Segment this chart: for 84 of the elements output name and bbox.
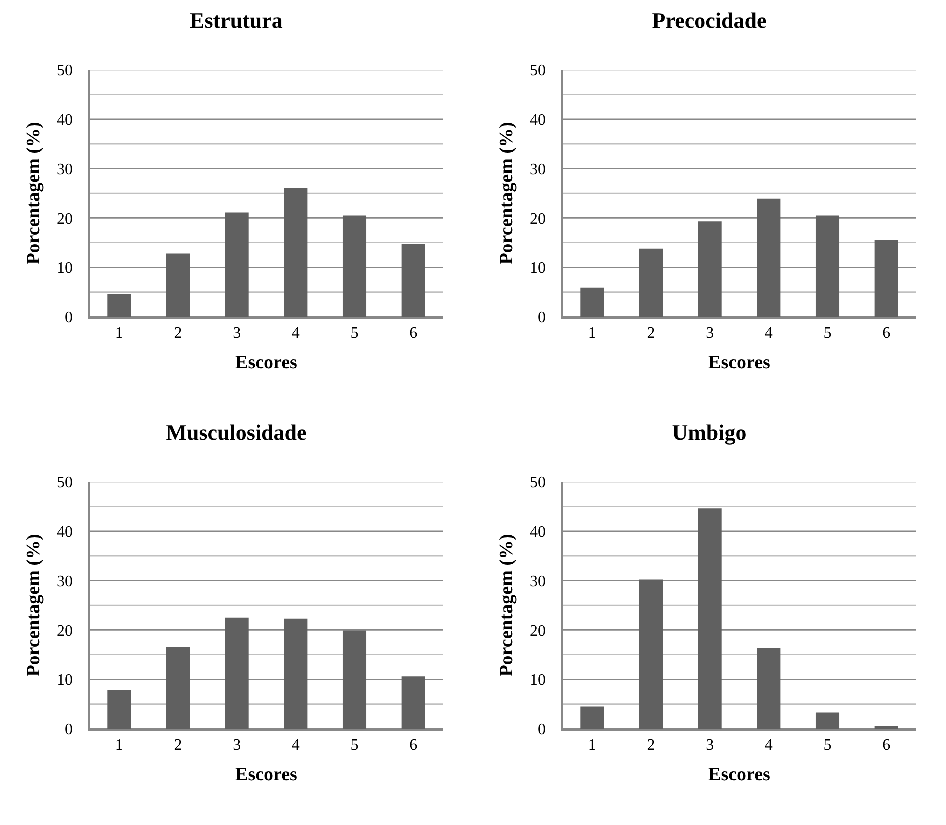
bar (580, 288, 604, 317)
y-axis-title: Porcentagem (%) (496, 534, 518, 677)
bar (757, 198, 781, 317)
chart-title: Precocidade (652, 8, 767, 33)
x-tick-label: 5 (350, 736, 359, 754)
x-tick-label: 4 (764, 736, 773, 754)
bar (698, 508, 722, 729)
bar (639, 580, 664, 729)
x-tick-label: 3 (233, 324, 242, 342)
y-tick-label: 0 (538, 722, 546, 739)
y-tick-label: 50 (57, 474, 74, 492)
x-axis-title: Escores (708, 352, 770, 374)
x-tick-label: 6 (882, 324, 891, 342)
y-tick-label: 50 (530, 474, 546, 492)
x-tick-label: 6 (410, 324, 418, 342)
bar (816, 712, 840, 729)
y-tick-label: 0 (538, 310, 546, 327)
chart-title: Musculosidade (166, 420, 308, 445)
bar (639, 248, 664, 317)
y-axis-title: Porcentagem (%) (496, 122, 518, 265)
bar (580, 706, 604, 729)
y-tick-label: 0 (65, 722, 74, 739)
x-tick-label: 2 (174, 324, 182, 342)
x-tick-label: 1 (115, 324, 124, 342)
y-tick-label: 30 (57, 573, 74, 590)
x-tick-label: 2 (647, 736, 656, 754)
y-tick-label: 10 (57, 672, 74, 690)
bar (698, 222, 722, 317)
bar (284, 188, 308, 317)
x-axis-title: Escores (236, 352, 298, 374)
y-tick-label: 0 (65, 310, 74, 327)
y-tick-label: 20 (57, 622, 74, 640)
x-tick-label: 4 (764, 324, 773, 342)
bar (342, 630, 367, 729)
y-tick-label: 30 (530, 573, 546, 590)
bar (166, 254, 190, 317)
x-tick-label: 5 (824, 736, 832, 754)
x-tick-label: 1 (588, 324, 596, 342)
y-tick-label: 20 (530, 622, 546, 640)
y-tick-label: 40 (530, 524, 546, 541)
bar (874, 726, 898, 729)
y-tick-label: 20 (530, 210, 546, 228)
y-tick-label: 50 (57, 62, 74, 80)
bar (402, 676, 426, 729)
y-tick-label: 40 (57, 112, 74, 129)
bar (166, 647, 190, 729)
bar (108, 690, 132, 729)
chart-title: Estrutura (190, 8, 283, 33)
x-tick-label: 3 (233, 736, 242, 754)
y-tick-label: 20 (57, 210, 74, 228)
x-tick-label: 1 (115, 736, 124, 754)
x-tick-label: 5 (350, 324, 359, 342)
bar (225, 212, 249, 317)
bar (342, 216, 367, 317)
y-tick-label: 10 (530, 672, 546, 690)
y-axis-title: Porcentagem (%) (23, 122, 44, 265)
y-tick-label: 30 (530, 161, 546, 178)
bar (757, 648, 781, 729)
x-tick-label: 4 (292, 324, 300, 342)
bar (874, 240, 898, 317)
bar (402, 244, 426, 317)
bar (108, 294, 132, 317)
y-tick-label: 40 (57, 524, 74, 541)
bar (284, 618, 308, 729)
x-tick-label: 3 (706, 736, 714, 754)
y-tick-label: 10 (57, 260, 74, 278)
x-tick-label: 6 (882, 736, 891, 754)
x-axis-title: Escores (708, 764, 770, 786)
bar (816, 216, 840, 317)
x-tick-label: 2 (174, 736, 182, 754)
x-tick-label: 3 (706, 324, 714, 342)
x-tick-label: 6 (410, 736, 418, 754)
x-tick-label: 4 (292, 736, 300, 754)
y-axis-title: Porcentagem (%) (23, 534, 44, 677)
y-tick-label: 40 (530, 112, 546, 129)
x-tick-label: 2 (647, 324, 656, 342)
y-tick-label: 10 (530, 260, 546, 278)
x-axis-title: Escores (236, 764, 298, 786)
chart-title: Umbigo (672, 420, 747, 445)
x-tick-label: 1 (588, 736, 596, 754)
bar (225, 618, 249, 729)
y-tick-label: 50 (530, 62, 546, 80)
x-tick-label: 5 (824, 324, 832, 342)
y-tick-label: 30 (57, 161, 74, 178)
